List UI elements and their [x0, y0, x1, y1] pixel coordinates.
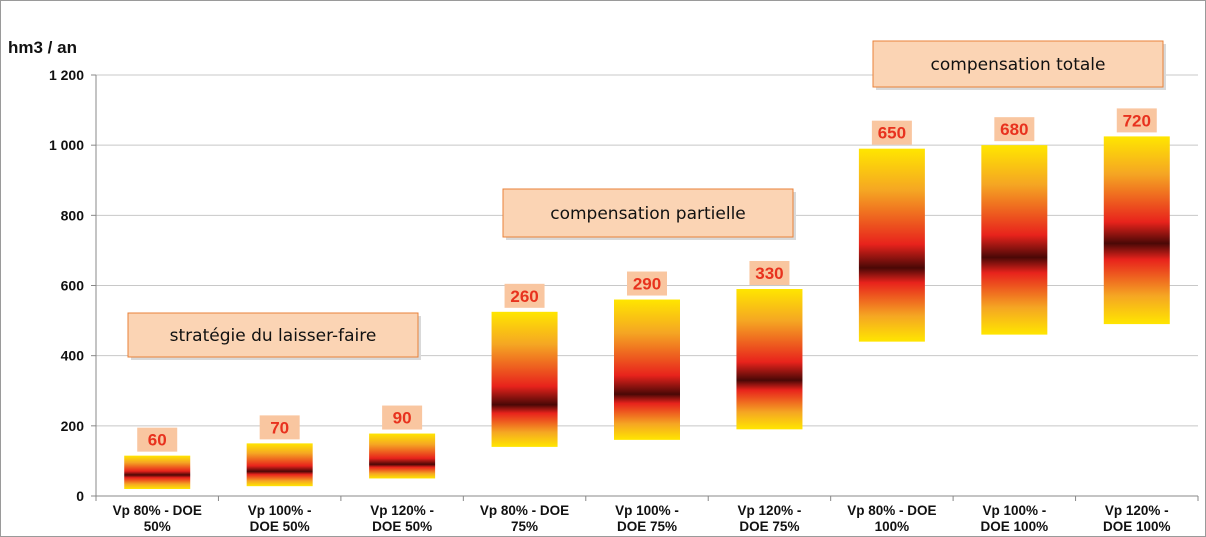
x-tick-label-line: DOE 50% [250, 519, 310, 534]
x-tick-label: Vp 120% -DOE 50% [370, 503, 434, 534]
value-label: 90 [393, 409, 412, 428]
value-label-box [259, 415, 300, 440]
x-tick-label-line: DOE 50% [372, 519, 432, 534]
range-bar [491, 311, 558, 447]
y-tick-label: 1 000 [49, 137, 84, 153]
x-tick-label: Vp 80% - DOE 50% [113, 503, 202, 534]
group-callout-label: stratégie du laisser-faire [170, 326, 377, 346]
range-bar [614, 299, 680, 440]
x-tick-label: Vp 100% -DOE 100% [981, 503, 1049, 534]
x-tick-label-line: DOE 75% [739, 519, 799, 534]
value-label-box [871, 120, 912, 145]
x-tick-label-line: 75% [511, 519, 538, 534]
value-label: 330 [755, 264, 783, 283]
range-bar [736, 289, 803, 430]
value-label: 720 [1123, 111, 1151, 130]
value-label: 680 [1000, 120, 1028, 139]
value-label: 290 [633, 275, 661, 294]
range-bar [981, 145, 1048, 335]
value-label-box [137, 427, 178, 452]
value-label: 650 [878, 124, 906, 143]
value-label: 60 [148, 431, 167, 450]
x-tick-label: Vp 100% -DOE 75% [615, 503, 679, 534]
x-tick-label: Vp 100% -DOE 50% [248, 503, 312, 534]
range-bar [1103, 136, 1170, 325]
value-label-box [627, 271, 667, 296]
x-tick-label-line: DOE 100% [1103, 519, 1171, 534]
x-tick-label: Vp 80% - DOE 75% [480, 503, 569, 534]
value-label-box [749, 261, 790, 286]
x-tick-label-line: Vp 100% - [982, 503, 1046, 518]
range-bar [858, 148, 925, 342]
group-callout [127, 312, 419, 358]
x-tick-label-line: DOE 100% [981, 519, 1049, 534]
range-bar [246, 443, 313, 487]
y-tick-label: 800 [61, 207, 85, 223]
y-tick-label: 0 [76, 488, 84, 504]
y-tick-label: 1 200 [49, 67, 84, 83]
value-label: 70 [270, 418, 289, 437]
y-axis-label: hm3 / an [8, 38, 77, 57]
value-label-box [504, 283, 545, 308]
x-tick-label-line: Vp 80% - DOE [847, 503, 936, 518]
y-tick-label: 600 [61, 278, 85, 294]
x-tick-label-line: 100% [875, 519, 910, 534]
x-tick-label-line: Vp 120% - [738, 503, 802, 518]
value-label: 260 [510, 287, 538, 306]
range-bar [124, 455, 191, 489]
y-tick-label: 200 [61, 418, 85, 434]
group-callout [872, 40, 1164, 88]
x-tick-label-line: Vp 80% - DOE [113, 503, 202, 518]
x-tick-label: Vp 120% -DOE 75% [738, 503, 802, 534]
x-tick-label-line: Vp 80% - DOE [480, 503, 569, 518]
group-callout-label: compensation totale [931, 55, 1106, 75]
value-label-box [382, 405, 423, 430]
x-tick-label: Vp 80% - DOE 100% [847, 503, 936, 534]
x-tick-label-line: Vp 120% - [370, 503, 434, 518]
x-tick-label-line: Vp 100% - [248, 503, 312, 518]
x-tick-label: Vp 120% -DOE 100% [1103, 503, 1171, 534]
x-tick-label-line: DOE 75% [617, 519, 677, 534]
value-label-box [994, 117, 1035, 142]
y-tick-label: 400 [61, 348, 85, 364]
range-bar [369, 433, 436, 479]
group-callout [502, 188, 794, 238]
group-callout-label: compensation partielle [550, 204, 746, 224]
x-tick-label-line: Vp 120% - [1105, 503, 1169, 518]
x-tick-label-line: 50% [144, 519, 171, 534]
x-tick-label-line: Vp 100% - [615, 503, 679, 518]
value-label-box [1116, 108, 1157, 133]
